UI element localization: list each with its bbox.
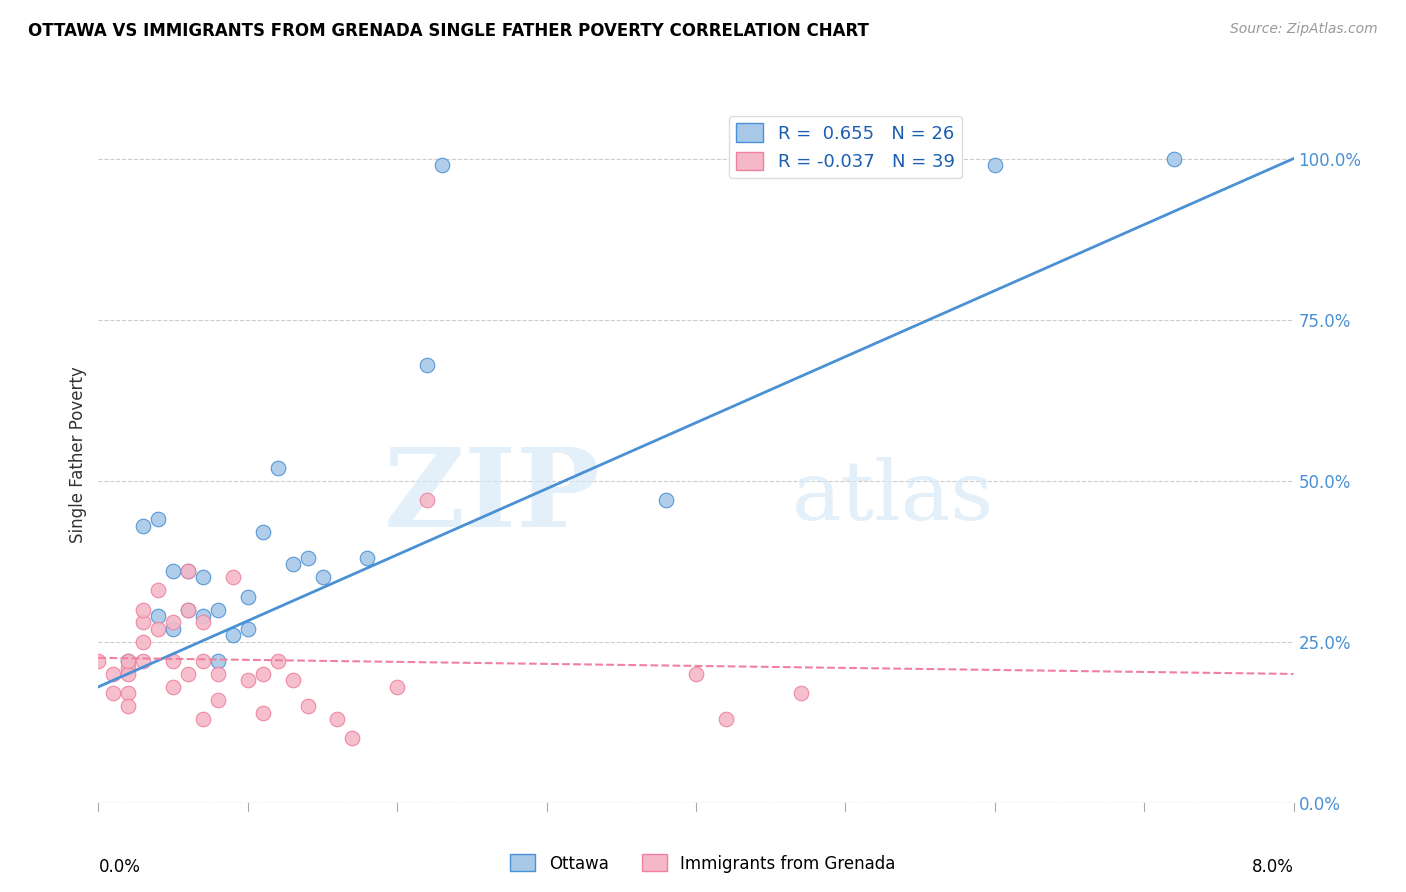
- Text: 0.0%: 0.0%: [98, 858, 141, 877]
- Point: [103, 686, 125, 700]
- Point: [356, 551, 378, 566]
- Point: [297, 551, 319, 566]
- Point: [342, 731, 364, 746]
- Point: [117, 654, 139, 668]
- Point: [207, 602, 229, 616]
- Legend: Ottawa, Immigrants from Grenada: Ottawa, Immigrants from Grenada: [503, 847, 903, 880]
- Point: [148, 622, 170, 636]
- Text: 8.0%: 8.0%: [1251, 858, 1294, 877]
- Point: [162, 564, 184, 578]
- Point: [177, 667, 200, 681]
- Text: Source: ZipAtlas.com: Source: ZipAtlas.com: [1230, 22, 1378, 37]
- Point: [207, 667, 229, 681]
- Point: [311, 570, 333, 584]
- Point: [207, 692, 229, 706]
- Point: [430, 158, 453, 172]
- Point: [236, 673, 259, 688]
- Point: [326, 712, 349, 726]
- Point: [177, 564, 200, 578]
- Point: [416, 493, 439, 508]
- Point: [177, 564, 200, 578]
- Point: [162, 654, 184, 668]
- Point: [983, 158, 1005, 172]
- Point: [385, 680, 409, 694]
- Point: [132, 634, 155, 648]
- Point: [117, 686, 139, 700]
- Point: [117, 699, 139, 714]
- Point: [132, 654, 155, 668]
- Legend: R =  0.655   N = 26, R = -0.037   N = 39: R = 0.655 N = 26, R = -0.037 N = 39: [728, 116, 962, 178]
- Point: [132, 615, 155, 630]
- Point: [222, 570, 245, 584]
- Point: [297, 699, 319, 714]
- Point: [117, 660, 139, 674]
- Point: [789, 686, 811, 700]
- Point: [177, 602, 200, 616]
- Point: [148, 512, 170, 526]
- Point: [655, 493, 678, 508]
- Point: [281, 558, 304, 572]
- Point: [222, 628, 245, 642]
- Point: [252, 667, 274, 681]
- Text: atlas: atlas: [792, 457, 994, 537]
- Point: [132, 518, 155, 533]
- Point: [148, 609, 170, 624]
- Y-axis label: Single Father Poverty: Single Father Poverty: [69, 367, 87, 543]
- Point: [162, 680, 184, 694]
- Point: [252, 525, 274, 540]
- Point: [207, 654, 229, 668]
- Point: [267, 460, 290, 475]
- Point: [236, 622, 259, 636]
- Point: [416, 358, 439, 372]
- Point: [685, 667, 707, 681]
- Point: [191, 654, 214, 668]
- Point: [252, 706, 274, 720]
- Text: OTTAWA VS IMMIGRANTS FROM GRENADA SINGLE FATHER POVERTY CORRELATION CHART: OTTAWA VS IMMIGRANTS FROM GRENADA SINGLE…: [28, 22, 869, 40]
- Point: [117, 654, 139, 668]
- Point: [1163, 152, 1185, 166]
- Point: [714, 712, 737, 726]
- Point: [281, 673, 304, 688]
- Point: [162, 615, 184, 630]
- Point: [103, 667, 125, 681]
- Point: [236, 590, 259, 604]
- Point: [117, 667, 139, 681]
- Point: [191, 712, 214, 726]
- Point: [162, 622, 184, 636]
- Text: ZIP: ZIP: [384, 443, 600, 550]
- Point: [87, 654, 110, 668]
- Point: [191, 570, 214, 584]
- Point: [191, 615, 214, 630]
- Point: [148, 583, 170, 598]
- Point: [191, 609, 214, 624]
- Point: [177, 602, 200, 616]
- Point: [132, 602, 155, 616]
- Point: [267, 654, 290, 668]
